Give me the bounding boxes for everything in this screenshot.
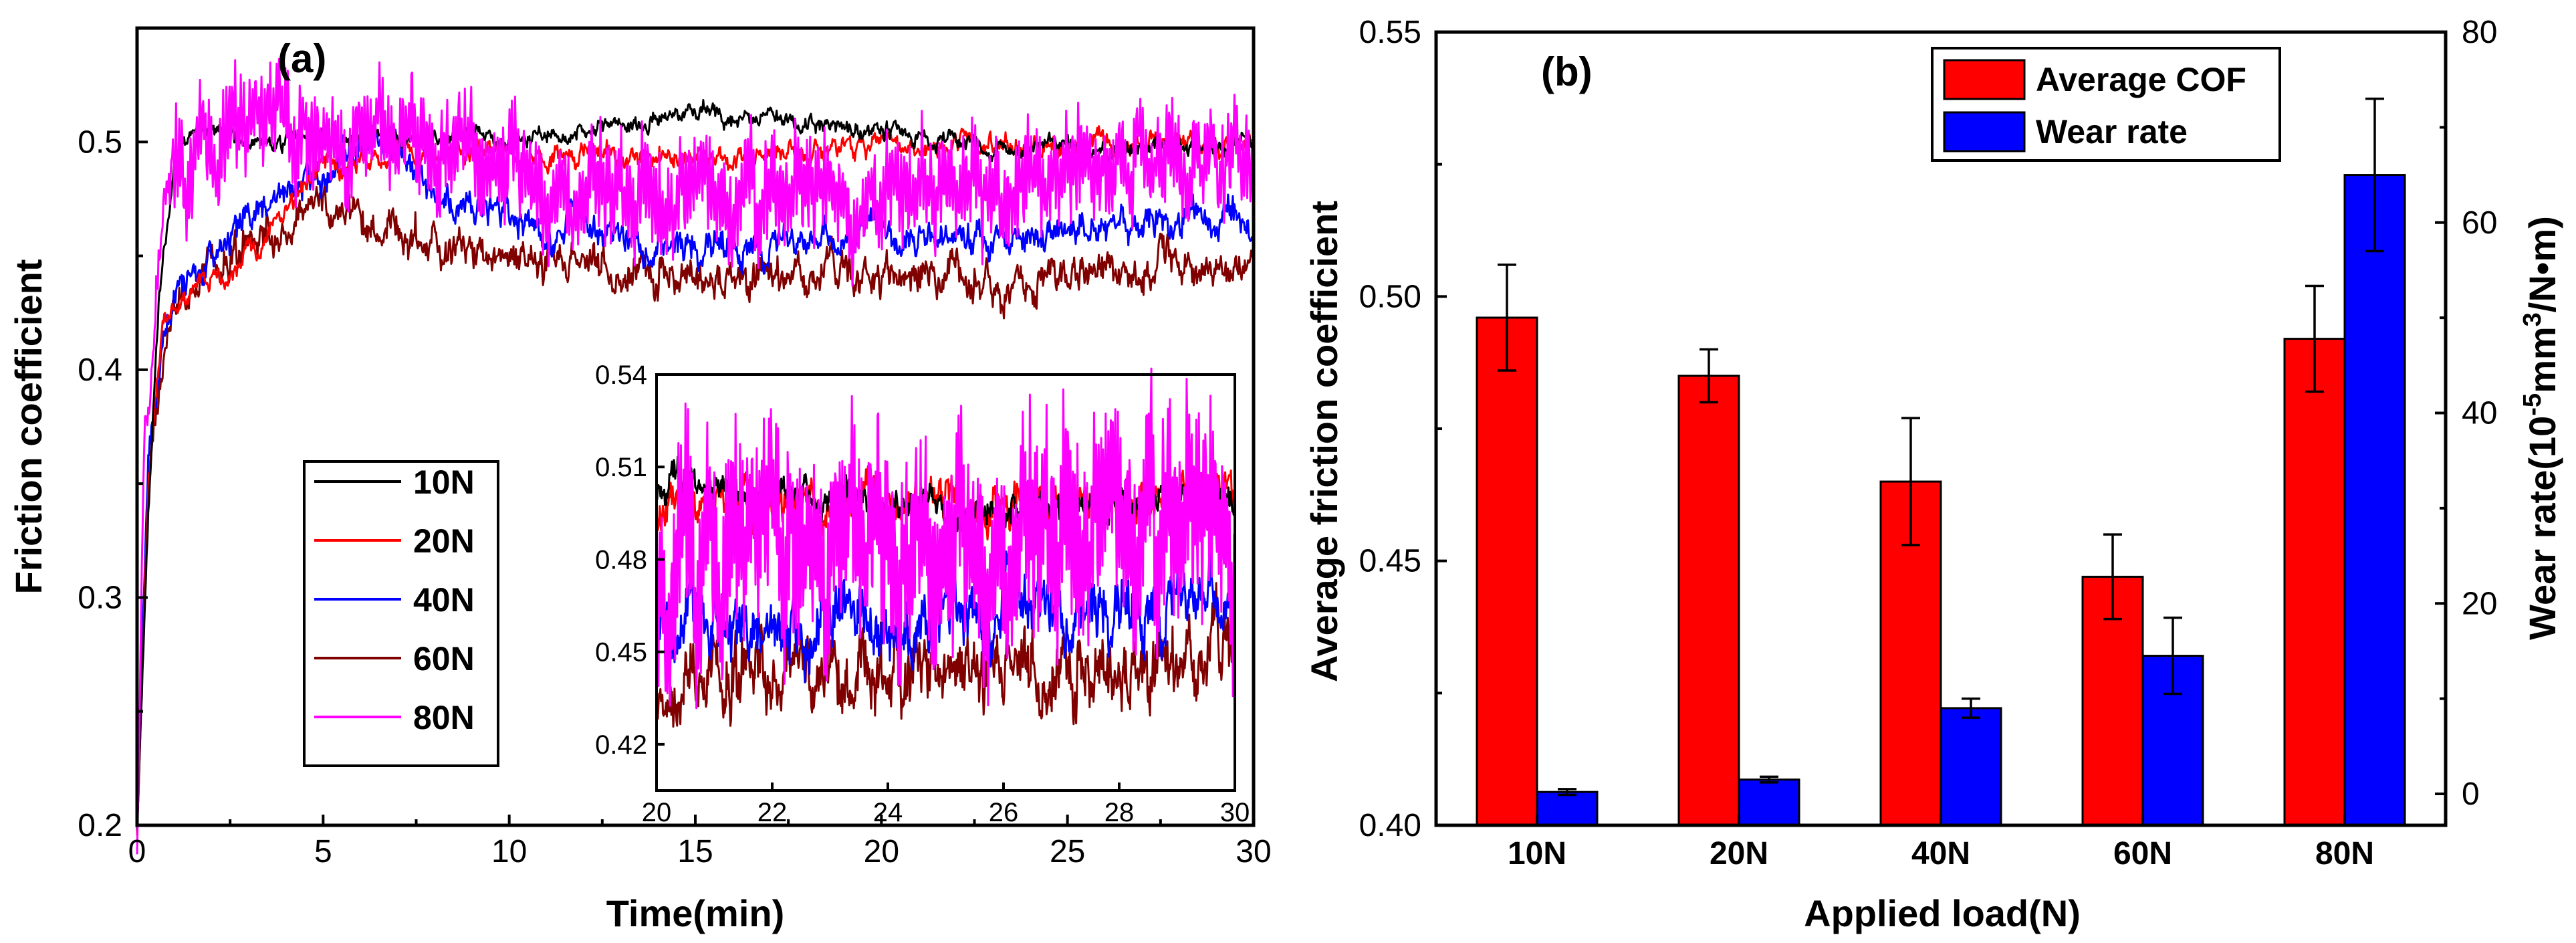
panel-a-inset-x-tick-label: 28	[1104, 798, 1135, 827]
panel-b-y-tick-label: 0.45	[1359, 544, 1421, 579]
panel-a-y-tick-label: 0.2	[78, 808, 122, 843]
panel-a-inset-series-group	[655, 367, 1236, 728]
panel-a-chart: 0 5 10 15 20 25 30 0.20.30.40.5 (a) Time(min) …	[7, 26, 1272, 934]
bar-wear-rate-20N	[1738, 778, 1800, 827]
bar-average-cof-80N	[2283, 338, 2346, 827]
panel-b-y-axis-label: Average friction coefficient	[1303, 201, 1345, 682]
errorbar-average-cof-40N	[1901, 417, 1920, 546]
panel-a-y-tick-label: 0.4	[78, 352, 122, 388]
panel-a-inset-y-tick-label: 0.48	[595, 545, 647, 574]
panel-b-label: (b)	[1541, 49, 1593, 94]
y2-label-part-mid: mm	[2521, 326, 2563, 393]
errorbar-wear-rate-80N	[2365, 97, 2384, 253]
y2-label-part-end: /N•m)	[2521, 216, 2563, 312]
panel-a-inset-x-tick-label: 22	[757, 798, 788, 827]
bar-average-cof-10N	[1476, 316, 1538, 827]
panel-b-y2-tick-label: 40	[2462, 396, 2497, 431]
panel-a-series-group	[136, 58, 1255, 855]
panel-a-inset-y-tick-label: 0.51	[595, 453, 647, 482]
panel-a-inset-y-tick-label: 0.45	[595, 638, 647, 667]
bar-wear-rate-40N	[1940, 707, 2002, 827]
bar-wear-rate-10N	[1536, 791, 1599, 827]
panel-a-inset-x-ticks: 20 22 24 26 28 30	[642, 782, 1250, 827]
panel-a-label: (a)	[277, 36, 326, 81]
panel-b-y-ticks: 0.40 0.45 0.50 0.55	[1359, 15, 1447, 843]
panel-a-series-line-40N	[136, 125, 1255, 829]
panel-b-y2-axis-label: Wear rate(10-5mm3/N•m)	[2519, 216, 2563, 640]
panel-a-x-tick-label: 5	[314, 834, 332, 869]
panel-a-inset-x-tick-label: 30	[1220, 798, 1250, 827]
panel-b-bars-group	[1476, 97, 2406, 827]
panel-b-x-tick-label: 10N	[1508, 836, 1566, 871]
panel-a-x-tick-label: 10	[491, 834, 527, 869]
panel-b-chart: 10N 20N 40N 60N 80N 0.40 0.45 0.50 0.55 0 20 40 60…	[1303, 15, 2563, 934]
panel-b-x-tick-label: 40N	[1911, 836, 1970, 871]
errorbar-wear-rate-60N	[2163, 616, 2182, 696]
errorbar-wear-rate-20N	[1760, 775, 1778, 784]
panel-a-inset-series-line-80N	[655, 367, 1236, 710]
panel-a-inset-frame	[655, 373, 1236, 792]
panel-a-series-line-80N	[136, 58, 1255, 855]
errorbar-average-cof-60N	[2103, 533, 2122, 621]
errorbar-average-cof-80N	[2305, 284, 2324, 393]
panel-a-inset-x-tick-label: 20	[642, 798, 672, 827]
panel-a-legend-box	[303, 460, 499, 767]
panel-a-y-tick-label: 0.5	[78, 124, 122, 160]
y2-label-part-sup1: -5	[2519, 393, 2547, 416]
bar-wear-rate-80N	[2343, 174, 2406, 827]
panel-a-inset-y-tick-label: 0.42	[595, 730, 647, 760]
panel-a-x-tick-label: 20	[864, 834, 899, 869]
errorbar-average-cof-10N	[1498, 264, 1516, 372]
panel-b-y2-tick-label: 0	[2462, 776, 2480, 812]
panel-a-inset-y-ticks: 0.42 0.45 0.48 0.51 0.54	[595, 360, 665, 760]
panel-a-legend-label-40N: 40N	[413, 581, 475, 619]
panel-b-y-tick-label: 0.40	[1359, 808, 1421, 843]
panel-b-x-tick-label: 60N	[2113, 836, 2172, 871]
panel-a-inset-series-line-60N	[655, 582, 1236, 728]
panel-b-y2-tick-label: 60	[2462, 205, 2497, 241]
panel-a-x-tick-label: 15	[677, 834, 713, 869]
panel-a-inset-chart: 20 22 24 26 28 30 0.42 0.45 0.48 0.51 0.54	[595, 360, 1250, 827]
panel-b-x-tick-label: 20N	[1710, 836, 1768, 871]
panel-a-inset-x-tick-label: 24	[873, 798, 903, 827]
panel-b-x-axis-label: Applied load(N)	[1804, 892, 2081, 934]
errorbar-wear-rate-40N	[1962, 697, 1980, 719]
panel-b-y2-tick-label: 20	[2462, 586, 2497, 621]
panel-b-legend-label-average-cof: Average COF	[2036, 61, 2246, 98]
panel-b-y2-tick-label: 80	[2462, 15, 2497, 50]
errorbar-wear-rate-10N	[1558, 788, 1576, 797]
panel-a-legend: 10N 20N 40N 60N 80N	[303, 460, 499, 767]
panel-a-y-ticks: 0.2 0.3 0.4 0.5	[78, 27, 148, 843]
panel-a-x-tick-label: 0	[128, 834, 146, 869]
panel-b-legend: Average COF Wear rate	[1931, 47, 2281, 162]
panel-b-legend-swatch-wear-rate	[1943, 111, 2026, 152]
panel-a-x-tick-label: 25	[1050, 834, 1085, 869]
panel-a-y-tick-label: 0.3	[78, 580, 122, 615]
panel-b-y-tick-label: 0.50	[1359, 279, 1421, 314]
panel-b-x-ticks: 10N 20N 40N 60N 80N	[1508, 815, 2374, 871]
panel-a-x-tick-label: 30	[1236, 834, 1271, 869]
panel-a-legend-label-80N: 80N	[413, 699, 475, 736]
panel-b-y-tick-label: 0.55	[1359, 15, 1421, 50]
panel-a-inset-x-tick-label: 26	[989, 798, 1019, 827]
panel-b-legend-label-wear-rate: Wear rate	[2036, 113, 2188, 150]
y2-label-part-sup2: 3	[2519, 312, 2547, 326]
panel-a-legend-label-60N: 60N	[413, 640, 475, 677]
y2-label-part-main: Wear rate(10	[2521, 416, 2563, 640]
panel-b-x-tick-label: 80N	[2315, 836, 2374, 871]
panel-a-x-axis-label: Time(min)	[606, 892, 785, 934]
errorbar-average-cof-20N	[1700, 348, 1718, 404]
panel-b-legend-swatch-average-cof	[1943, 59, 2026, 100]
panel-a-series-line-60N	[136, 185, 1255, 833]
panel-a-inset-y-tick-label: 0.54	[595, 360, 647, 390]
panel-a-legend-label-10N: 10N	[413, 463, 475, 501]
panel-a-y-axis-label: Friction coefficient	[7, 259, 49, 595]
panel-b-y2-ticks: 0 20 40 60 80	[2435, 15, 2497, 812]
panel-a-x-ticks: 0 5 10 15 20 25 30	[128, 815, 1272, 869]
bar-average-cof-20N	[1677, 375, 1740, 827]
panel-a-legend-label-20N: 20N	[413, 522, 475, 560]
